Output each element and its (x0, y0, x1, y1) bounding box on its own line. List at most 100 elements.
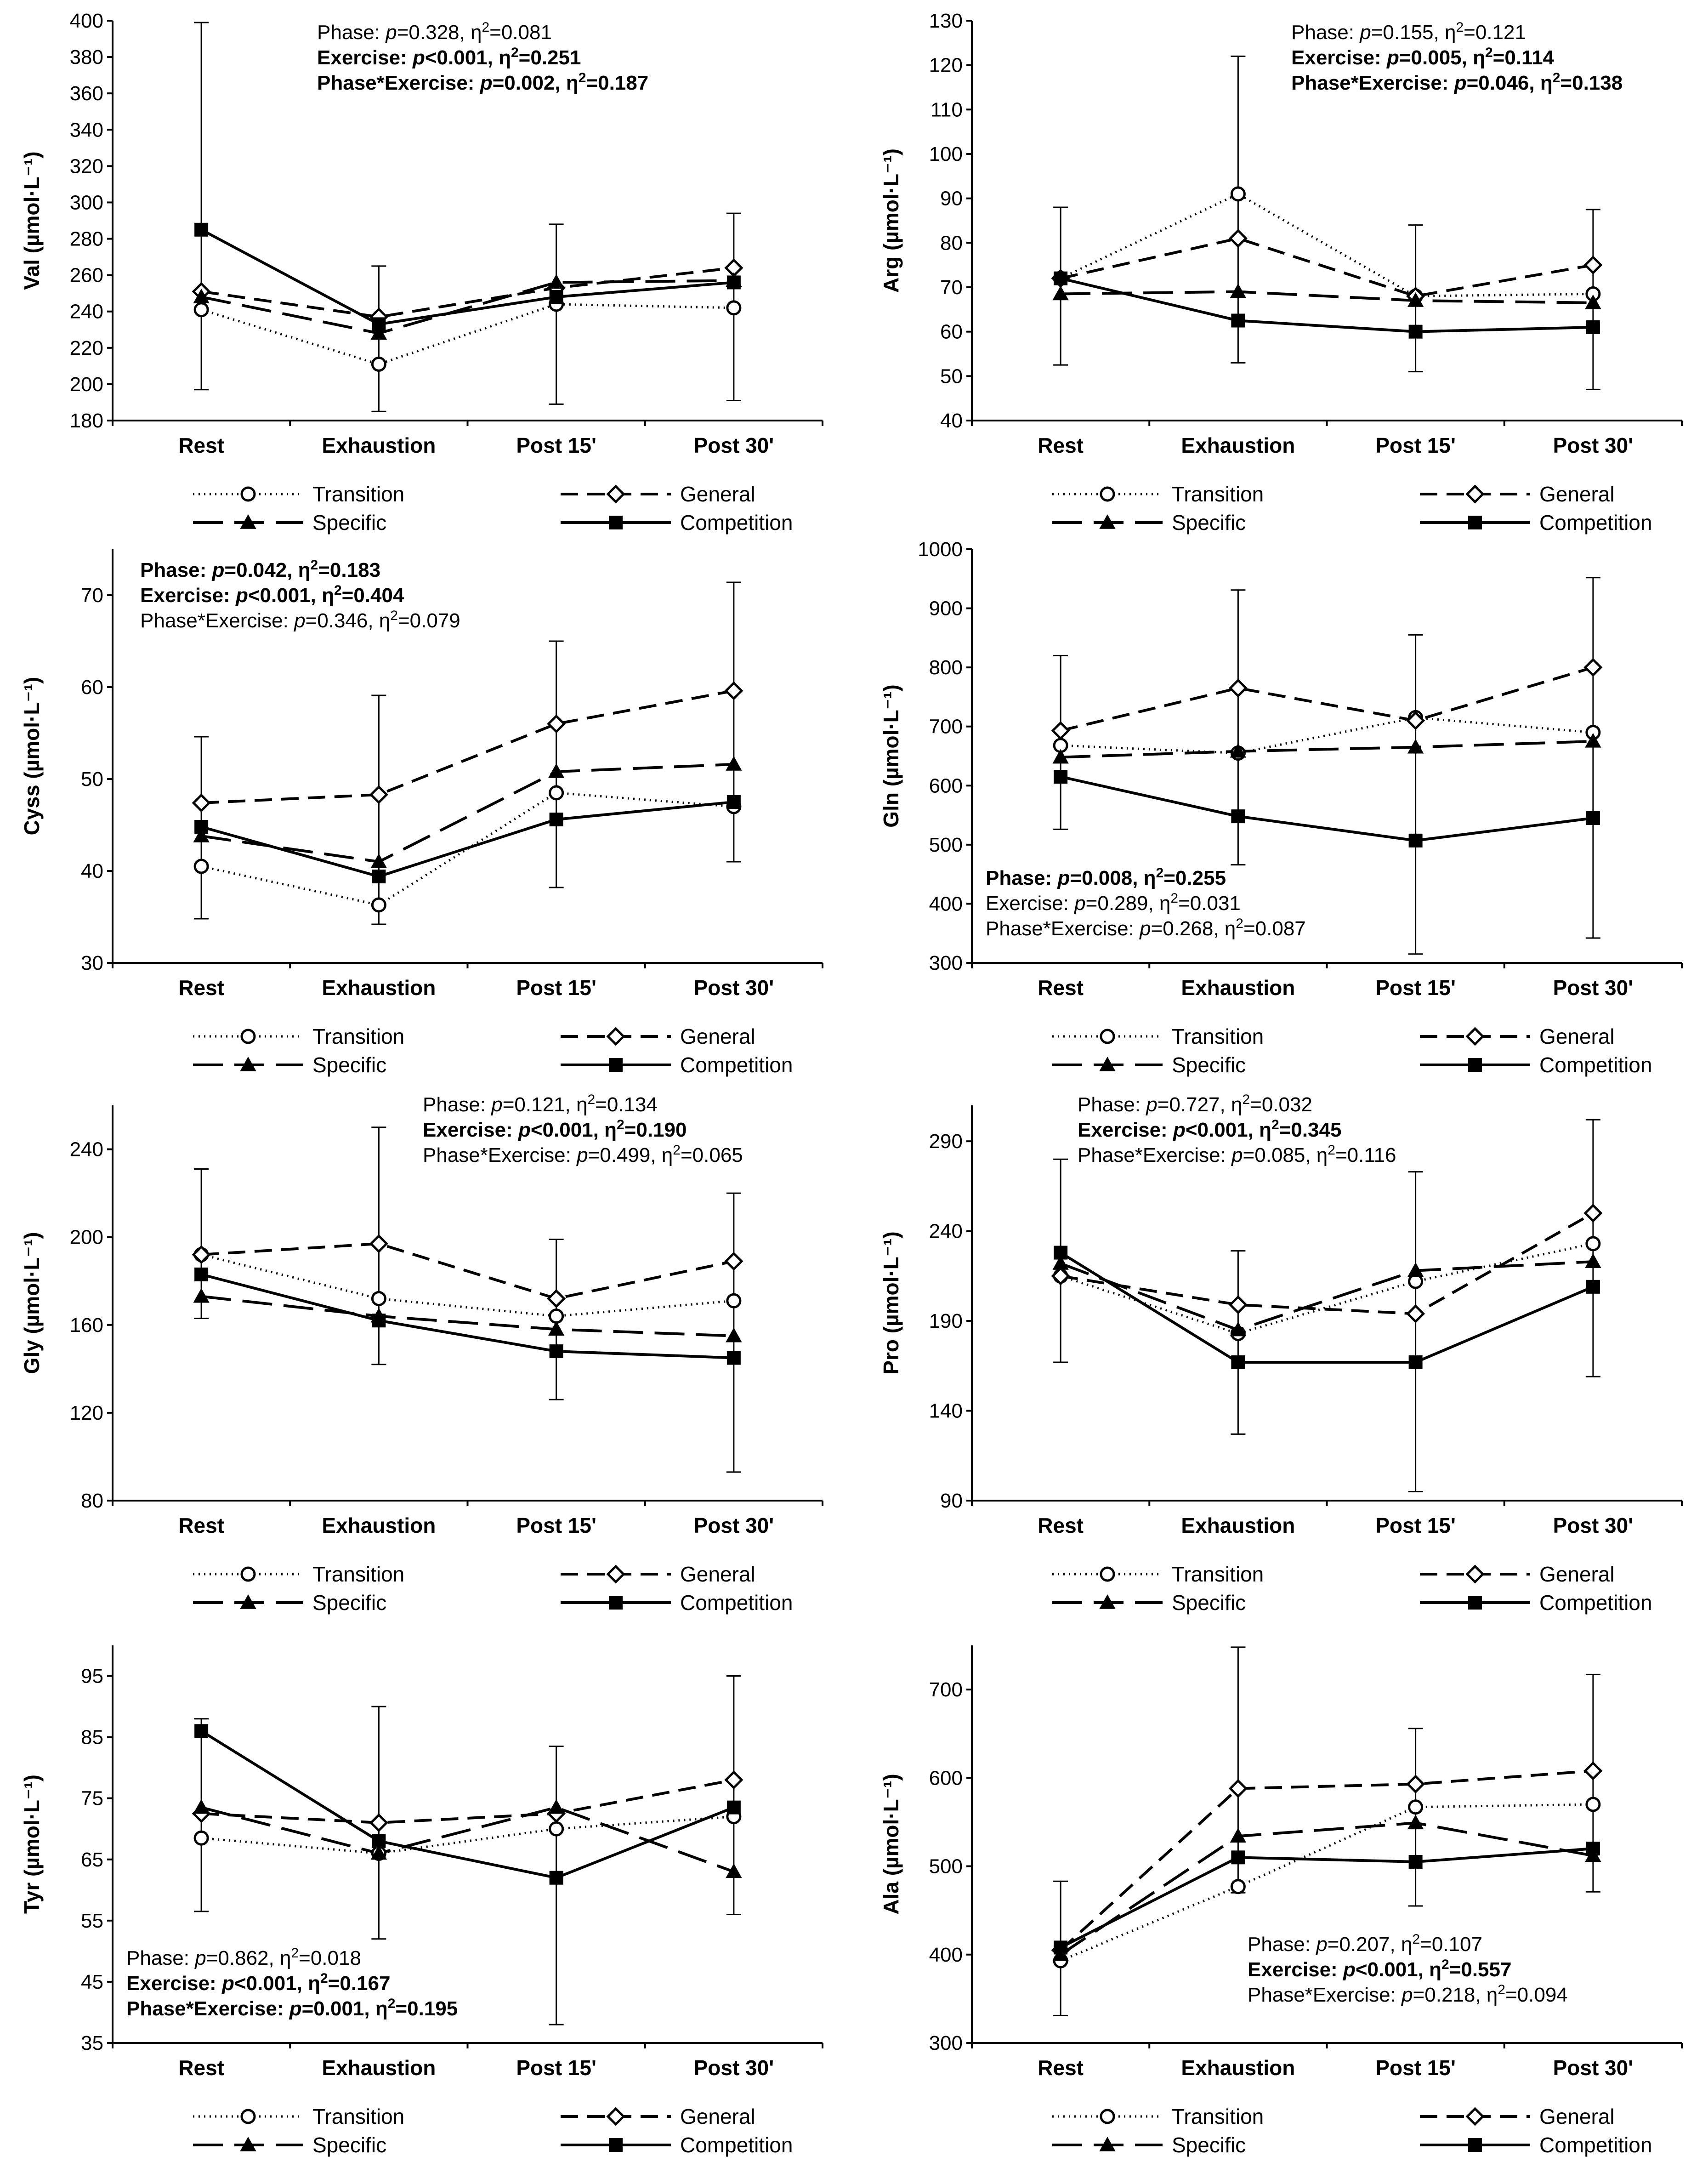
panel-5-legend-label-competition: Competition (680, 1591, 793, 1615)
panel-6-y-tick-label: 290 (929, 1130, 963, 1153)
panel-3-point-general-post-30 (724, 681, 743, 700)
panel-1-point-competition-exhaustion (372, 317, 386, 331)
panel-7-y-tick-label: 75 (81, 1787, 103, 1810)
panel-6-stat-exercise: Exercise: p<0.001, η2=0.345 (1078, 1117, 1341, 1141)
panel-1-point-transition-post-30 (726, 300, 742, 316)
panel-1-y-tick-label: 400 (70, 10, 103, 32)
panel-1-x-label-exhaustion: Exhaustion (322, 433, 436, 457)
panel-3-x-label-exhaustion: Exhaustion (322, 976, 436, 1000)
panel-2-y-tick-label: 70 (940, 276, 963, 299)
panel-5-legend-marker-general (606, 1564, 625, 1584)
panel-4-x-label-rest: Rest (1038, 976, 1084, 1000)
panel-1-legend-item-transition: Transition (193, 482, 404, 506)
panel-3-legend-label-specific: Specific (312, 1053, 386, 1077)
panel-6-legend-marker-transition (1100, 1566, 1115, 1582)
panel-2-y-tick-label: 110 (931, 98, 963, 121)
panel-6-x-label-post-30: Post 30' (1553, 1513, 1634, 1537)
panel-8-series-specific (1060, 1821, 1594, 1956)
panel-6-x-label-post-15: Post 15' (1375, 1513, 1456, 1537)
panel-6-stat-phase: Phase: p=0.727, η2=0.032 (1078, 1092, 1312, 1116)
panel-3-point-transition-post-15 (549, 785, 564, 801)
panel-3-legend-marker-specific (240, 1056, 256, 1071)
panel-8-y-tick-label: 500 (929, 1855, 963, 1878)
panel-2: 40 50 60 70 80 90 100 110 120 130 Rest Exhaustion Po… (879, 10, 1683, 535)
panel-7-x-label-rest: Rest (178, 2056, 224, 2080)
panel-2-point-specific-exhaustion (1230, 283, 1247, 298)
panel-8-stat-exercise: Exercise: p<0.001, η2=0.557 (1248, 1957, 1511, 1981)
panel-8-point-transition-post-30 (1585, 1797, 1601, 1812)
panel-5-series-specific (201, 1295, 734, 1337)
panel-3-point-competition-post-15 (549, 813, 563, 826)
panel-3-stat-phase: Phase: p=0.042, η2=0.183 (140, 557, 380, 581)
panel-8-point-general-post-15 (1406, 1775, 1425, 1794)
panel-7-point-transition-post-15 (549, 1821, 564, 1837)
panel-5-legend-marker-competition (609, 1596, 623, 1610)
panel-6-series-specific (1060, 1260, 1594, 1331)
panel-3-legend-label-competition: Competition (680, 1053, 793, 1077)
panel-1-legend-label-transition: Transition (312, 482, 404, 506)
panel-7-legend: Transition General Specific Competition (193, 2105, 793, 2157)
panel-8-x-label-exhaustion: Exhaustion (1181, 2056, 1295, 2080)
panel-1-point-specific-rest (193, 289, 210, 303)
panel-2-y-tick-label: 100 (929, 143, 963, 165)
panel-5-point-specific-rest (193, 1288, 210, 1303)
panel-2-point-specific-post-15 (1407, 292, 1424, 307)
panel-8-legend-label-general: General (1539, 2105, 1615, 2128)
panel-1-legend-label-general: General (680, 482, 755, 506)
panel-2-x-label-post-30: Post 30' (1553, 433, 1634, 457)
panel-2-x-label-post-15: Post 15' (1375, 433, 1456, 457)
panel-1-series-specific (201, 279, 734, 335)
panel-4: 300 400 500 600 700 800 900 1000 Rest Exhaustion P… (879, 538, 1683, 1077)
panel-2-point-competition-post-15 (1408, 324, 1423, 339)
panel-2-point-transition-exhaustion (1230, 186, 1246, 202)
panel-3-series-general (201, 689, 734, 804)
panel-4-y-tick-label: 1000 (918, 538, 963, 561)
panel-5-legend: Transition General Specific Competition (193, 1562, 793, 1615)
panel-5-x-label-post-15: Post 15' (516, 1513, 596, 1537)
panel-5-y-tick-label: 240 (70, 1138, 103, 1161)
panel-4-legend: Transition General Specific Competition (1052, 1024, 1652, 1077)
panel-6-legend-item-specific: Specific (1052, 1591, 1246, 1615)
panel-5-legend-item-competition: Competition (561, 1591, 793, 1615)
panel-2-legend-marker-general (1465, 484, 1485, 504)
panel-7-point-general-exhaustion (369, 1813, 388, 1832)
panel-2-y-tick-label: 130 (929, 10, 963, 32)
panel-7-legend-marker-competition (609, 2138, 623, 2152)
panel-4-point-specific-exhaustion (1230, 743, 1247, 758)
panel-7-point-specific-post-30 (726, 1863, 742, 1878)
panel-8-legend-item-specific: Specific (1052, 2133, 1246, 2157)
panel-2-series-specific (1061, 290, 1593, 304)
panel-5-x-label-exhaustion: Exhaustion (322, 1513, 436, 1537)
panel-5-point-general-post-30 (724, 1251, 743, 1271)
panel-7-stat-phase: Phase: p=0.862, η2=0.018 (126, 1945, 361, 1969)
panel-2-x-label-exhaustion: Exhaustion (1181, 433, 1295, 457)
panel-4-point-general-post-30 (1583, 658, 1603, 677)
panel-7-series-transition (201, 1815, 734, 1854)
panel-4-point-specific-post-15 (1407, 739, 1424, 754)
panel-7-legend-marker-transition (240, 2109, 256, 2124)
panel-7-legend-item-specific: Specific (193, 2133, 386, 2157)
panel-3-y-tick-label: 50 (81, 768, 103, 791)
panel-6-point-competition-post-15 (1408, 1355, 1423, 1369)
panel-1-series-transition (201, 303, 734, 366)
panel-4-legend-marker-general (1465, 1027, 1485, 1046)
panel-1-stat-phase-exercise: Phase*Exercise: p=0.002, η2=0.187 (317, 70, 648, 94)
panel-7-point-competition-post-15 (549, 1871, 563, 1885)
panel-7-series-competition (200, 1729, 734, 1879)
panel-4-y-tick-label: 300 (929, 952, 963, 974)
panel-1-x-label-post-30: Post 30' (694, 433, 774, 457)
panel-6-legend-item-transition: Transition (1052, 1562, 1264, 1586)
panel-2-stat-exercise: Exercise: p=0.005, η2=0.114 (1291, 45, 1555, 69)
panel-5-y-tick-label: 80 (81, 1490, 103, 1512)
panel-4-point-competition-exhaustion (1231, 809, 1245, 824)
panel-6-legend-label-transition: Transition (1172, 1562, 1264, 1586)
panel-4-stat-exercise: Exercise: p=0.289, η2=0.031 (986, 891, 1241, 915)
panel-1-point-competition-post-15 (549, 290, 563, 304)
panel-3-y-tick-label: 60 (81, 676, 103, 699)
panel-1-y-tick-label: 240 (70, 301, 103, 323)
panel-8-x-label-post-30: Post 30' (1553, 2056, 1634, 2080)
panel-3-point-transition-exhaustion (371, 897, 386, 913)
panel-4-point-specific-post-30 (1585, 733, 1601, 748)
panel-7-legend-item-competition: Competition (561, 2133, 793, 2157)
panel-5-legend-marker-specific (240, 1594, 256, 1609)
